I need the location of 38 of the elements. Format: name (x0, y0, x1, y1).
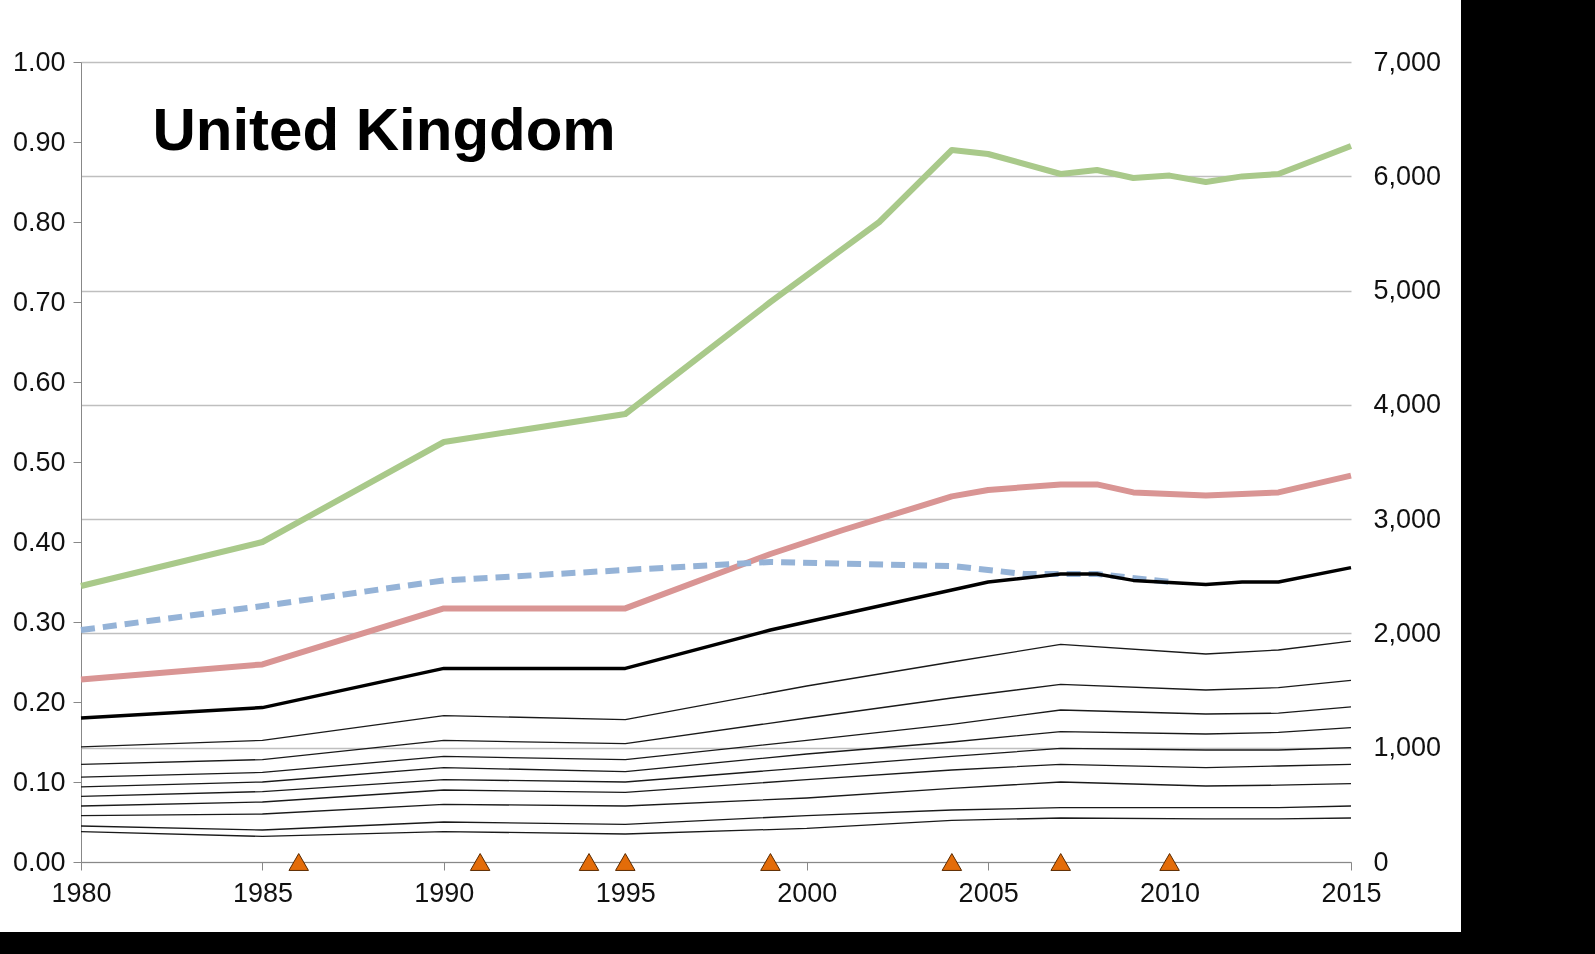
line-series (80, 781, 1352, 817)
y2-tick-label: 5,000 (1373, 275, 1442, 306)
line-series (79, 565, 1353, 720)
y-tick-label: 1.00 (12, 46, 66, 77)
line-series (80, 726, 1352, 788)
x-tick-label: 1980 (51, 877, 112, 908)
line-series (80, 763, 1352, 807)
x-tick-label: 1990 (414, 877, 475, 908)
line-series (80, 706, 1352, 778)
y2-tick-label: 3,000 (1373, 503, 1442, 534)
line-series (80, 805, 1352, 831)
y-tick-label: 0.30 (12, 606, 66, 637)
text: United Kingdom (152, 96, 616, 163)
y2-tick-label: 2,000 (1373, 617, 1442, 648)
x-tick-label: 2015 (1321, 877, 1382, 908)
x-tick-label: 1985 (232, 877, 293, 908)
y-tick-label: 0.50 (12, 446, 66, 477)
line-series (80, 746, 1352, 798)
line-series (80, 640, 1352, 748)
y-tick-label: 0.80 (12, 206, 66, 237)
x-tick-label: 2010 (1140, 877, 1201, 908)
y-tick-label: 0.70 (12, 286, 66, 317)
line-series (80, 679, 1352, 766)
y-tick-label: 0.10 (12, 766, 66, 797)
y2-tick-label: 1,000 (1373, 732, 1442, 763)
x-tick-label: 2005 (958, 877, 1019, 908)
y-tick-label: 0.60 (12, 366, 66, 397)
y2-tick-label: 0 (1373, 846, 1389, 877)
x-tick-label: 2000 (777, 877, 838, 908)
line-series (80, 817, 1352, 838)
y2-tick-label: 4,000 (1373, 389, 1442, 420)
y-tick-label: 0.20 (12, 686, 66, 717)
y2-tick-label: 6,000 (1373, 160, 1442, 191)
y-tick-label: 0.40 (12, 526, 66, 557)
x-tick-label: 1995 (595, 877, 656, 908)
y-tick-label: 0.90 (12, 126, 66, 157)
y-tick-label: 0.00 (12, 846, 66, 877)
y2-tick-label: 7,000 (1373, 46, 1442, 77)
